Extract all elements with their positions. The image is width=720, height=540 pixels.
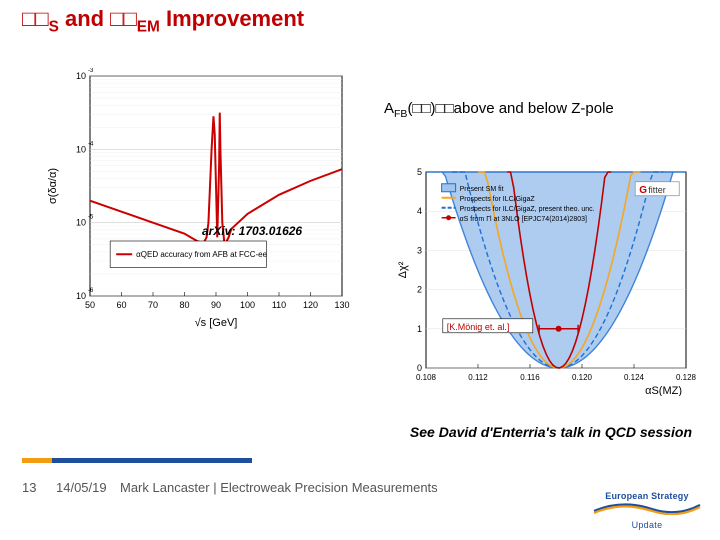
svg-text:0.124: 0.124 [624, 373, 645, 382]
svg-text:Δχ²: Δχ² [397, 261, 409, 278]
see-talk-note: See David d'Enterria's talk in QCD sessi… [410, 424, 692, 440]
logo-line1: European Strategy [592, 491, 702, 501]
svg-text:Present SM fit: Present SM fit [460, 186, 504, 193]
svg-text:1: 1 [417, 324, 422, 334]
svg-text:0.116: 0.116 [520, 373, 540, 382]
svg-text:4: 4 [417, 206, 422, 216]
svg-text:80: 80 [179, 300, 189, 310]
svg-text:0: 0 [417, 363, 422, 373]
page-number: 13 [22, 480, 36, 495]
svg-text:αS from Γl at 3NLO [EPJC74(201: αS from Γl at 3NLO [EPJC74(2014)2803] [460, 216, 587, 223]
svg-text:0.112: 0.112 [468, 373, 488, 382]
svg-text:√s [GeV]: √s [GeV] [195, 317, 238, 329]
svg-text:2: 2 [417, 285, 422, 295]
svg-text:5: 5 [417, 167, 422, 177]
svg-text:100: 100 [240, 300, 255, 310]
logo-line2: Update [592, 520, 702, 530]
slide-title: □□S and □□EM Improvement [22, 6, 304, 36]
svg-text:60: 60 [116, 300, 126, 310]
svg-text:[K.Mönig et. al.]: [K.Mönig et. al.] [447, 322, 510, 332]
footer-credit: Mark Lancaster | Electroweak Precision M… [120, 480, 438, 495]
svg-text:Prospects for ILC/GigaZ, prese: Prospects for ILC/GigaZ, present theo. u… [460, 206, 595, 213]
svg-text:110: 110 [272, 300, 286, 310]
svg-text:10: 10 [76, 218, 86, 228]
svg-text:130: 130 [334, 300, 349, 310]
footer-date: 14/05/19 [56, 480, 107, 495]
svg-text:90: 90 [211, 300, 221, 310]
arxiv-label: arXiv: 1703.01626 [202, 224, 302, 238]
svg-text:αS(MZ): αS(MZ) [645, 385, 682, 396]
european-strategy-logo: European Strategy Update [592, 491, 702, 530]
svg-text:σ(δα/α): σ(δα/α) [47, 168, 59, 204]
svg-text:0.108: 0.108 [416, 373, 437, 382]
chart-alphaS-parabola: 0 1 2 3 4 5 0.108 0.112 0.116 0.120 0.124 0.128 αS(M… [396, 164, 696, 396]
chart-right-svg: 0 1 2 3 4 5 0.108 0.112 0.116 0.120 0.124 0.128 αS(M… [396, 164, 696, 396]
svg-text:50: 50 [85, 300, 95, 310]
svg-text:0.120: 0.120 [572, 373, 593, 382]
svg-text:Prospects for ILC/GigaZ: Prospects for ILC/GigaZ [460, 196, 536, 203]
svg-text:-4: -4 [88, 141, 94, 147]
svg-text:70: 70 [148, 300, 158, 310]
footer-bar-blue [52, 458, 252, 463]
svg-text:G: G [639, 185, 647, 196]
svg-text:αQED accuracy from AFB at FCC-: αQED accuracy from AFB at FCC-ee [136, 250, 267, 259]
slide-root: { "title": { "html": "&#9633;&#9633;<sub… [0, 0, 720, 540]
svg-text:10: 10 [76, 144, 86, 154]
footer-bar-orange [22, 458, 52, 463]
afb-annotation: AFB(□□)□□above and below Z-pole [384, 100, 614, 120]
svg-text:120: 120 [303, 300, 318, 310]
footer-accent-bar [22, 458, 252, 463]
svg-text:-6: -6 [88, 288, 94, 294]
svg-text:-5: -5 [88, 215, 94, 221]
svg-text:10: 10 [76, 71, 86, 81]
chart-left-svg: 10-610-510-410-35060708090100110120130√s… [42, 68, 352, 330]
svg-text:0.128: 0.128 [676, 373, 696, 382]
logo-swirl-icon [592, 501, 702, 515]
svg-text:fitter: fitter [648, 185, 666, 195]
svg-text:-3: -3 [88, 68, 94, 74]
chart-alpha-accuracy: 10-610-510-410-35060708090100110120130√s… [42, 68, 352, 330]
svg-text:3: 3 [417, 245, 422, 255]
